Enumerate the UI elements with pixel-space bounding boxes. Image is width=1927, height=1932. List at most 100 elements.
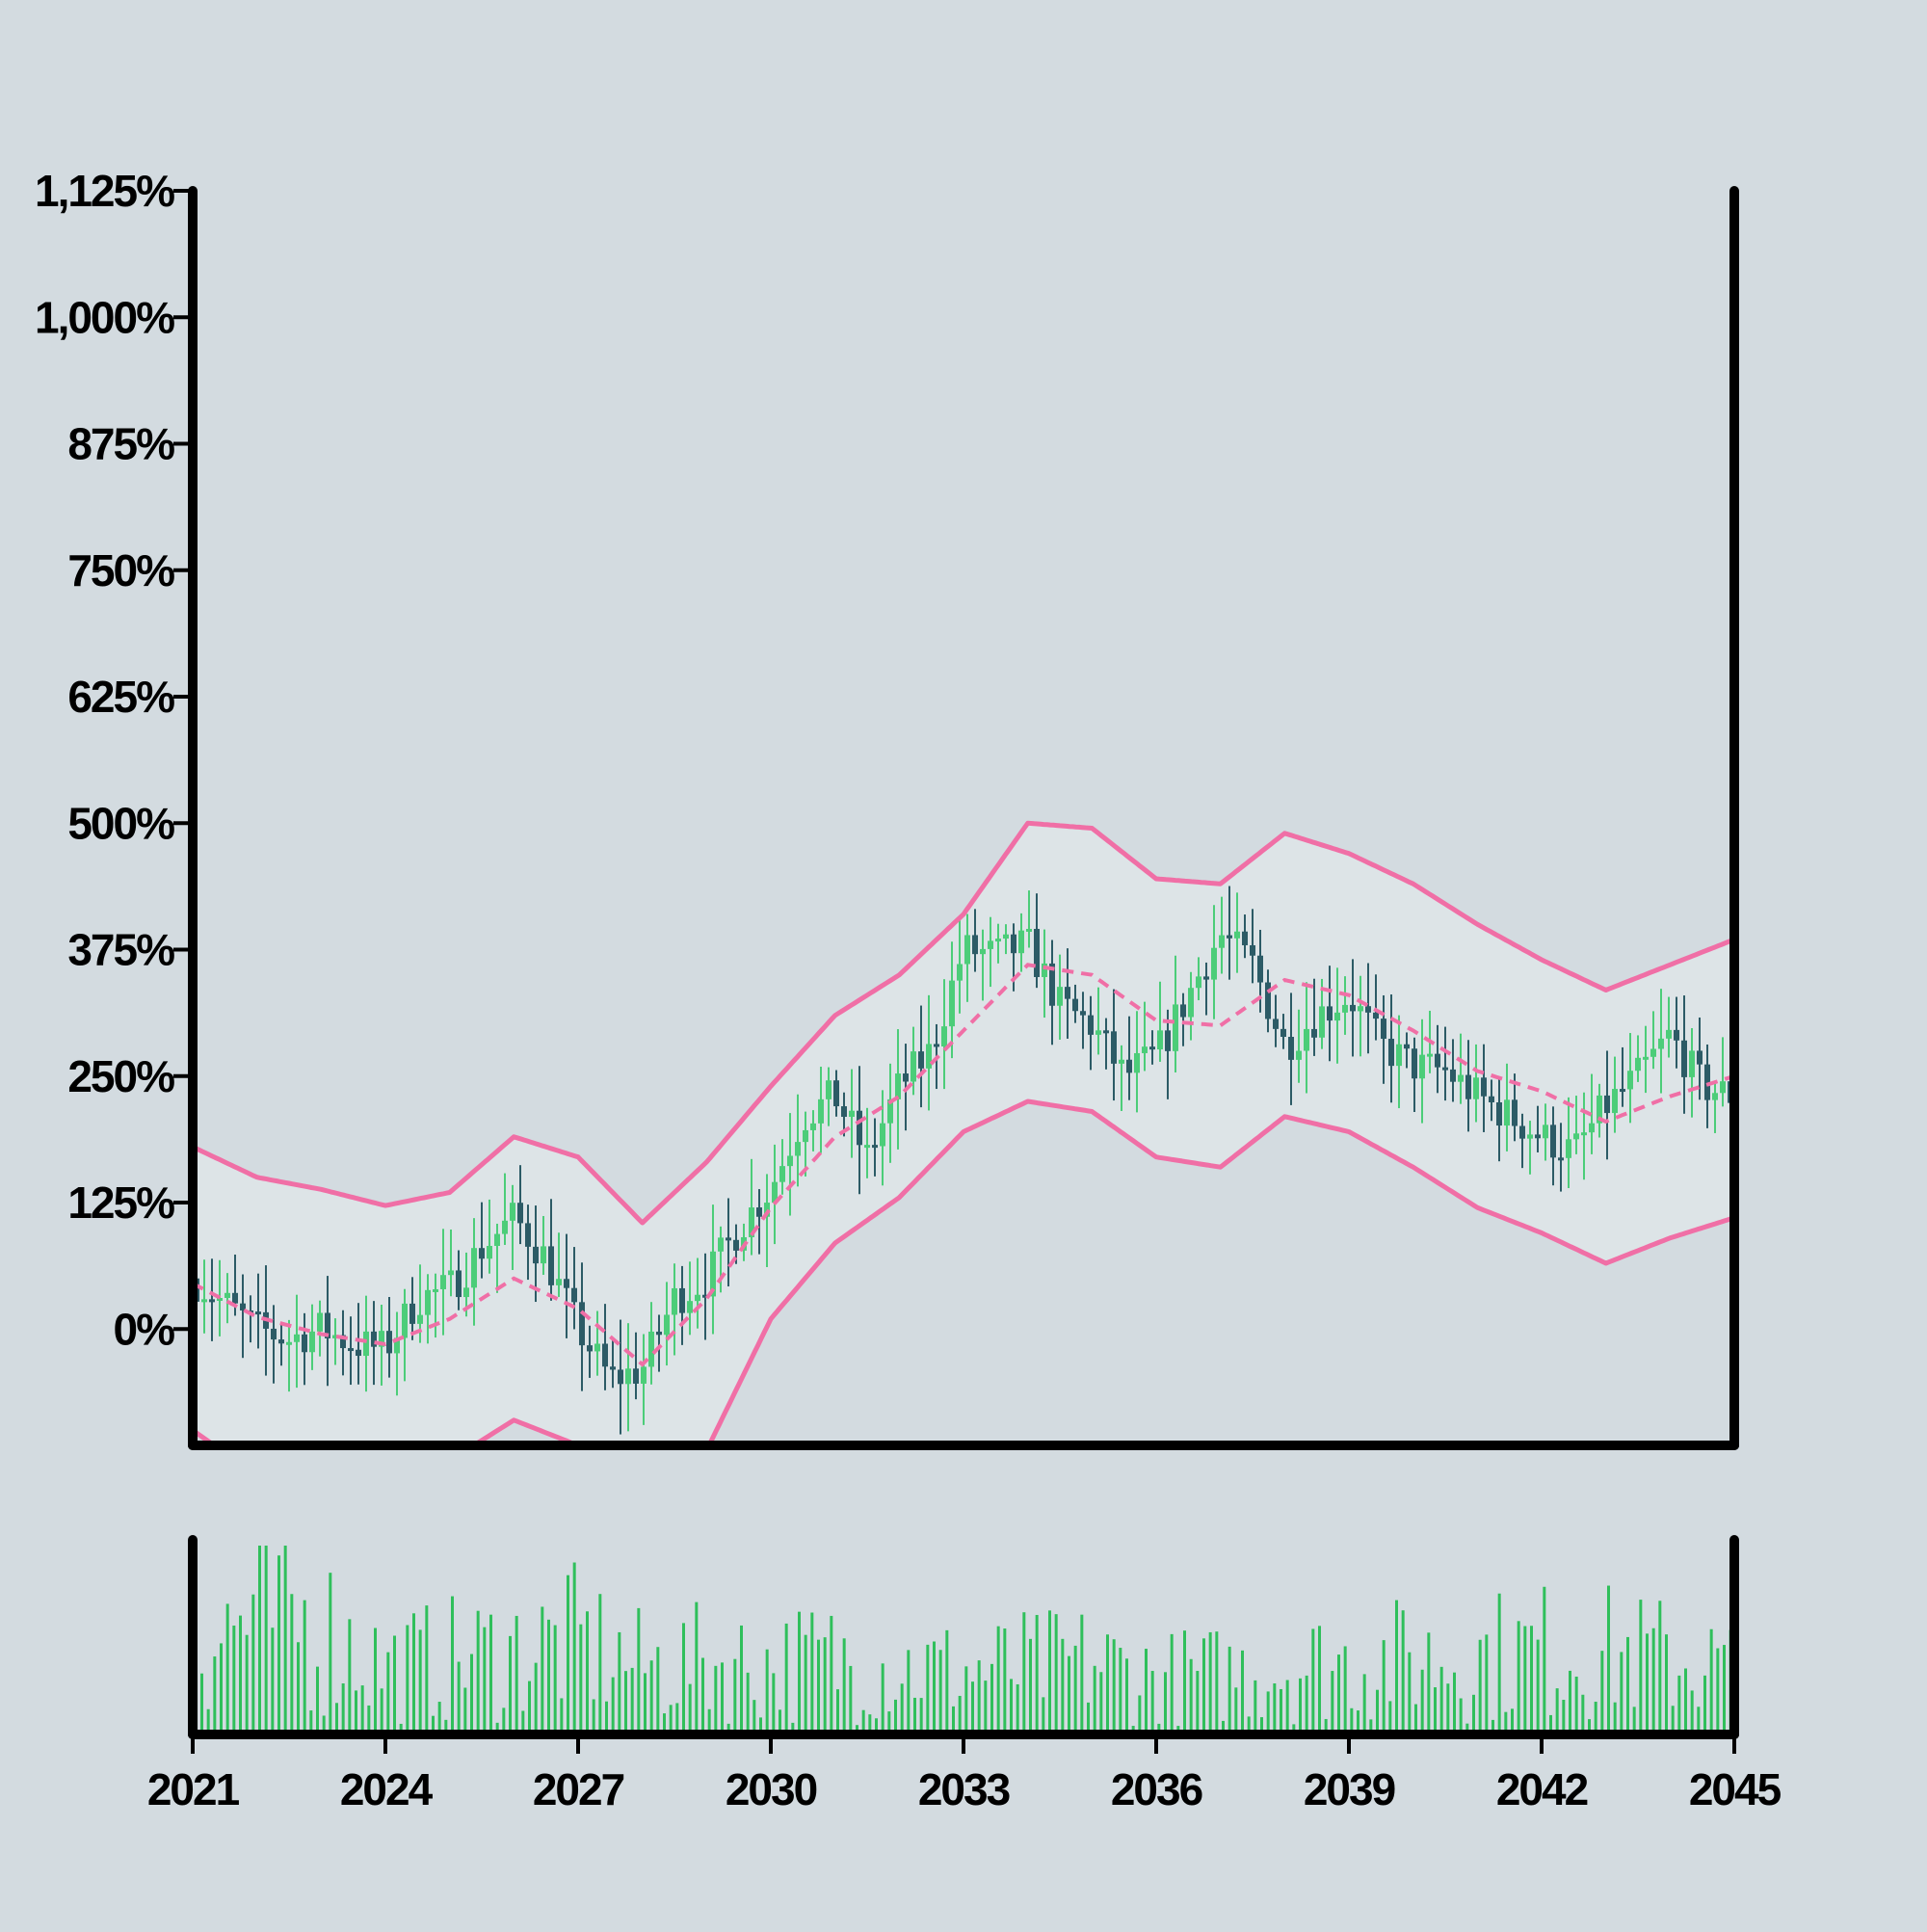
candle-up — [718, 1237, 724, 1252]
volume-bar — [567, 1575, 569, 1734]
volume-bar — [586, 1611, 589, 1734]
volume-bar — [630, 1667, 634, 1734]
candle-up — [1095, 1030, 1101, 1035]
candle-up — [988, 940, 993, 949]
candle-up — [625, 1368, 631, 1385]
candle-down — [1311, 1028, 1317, 1038]
candle-up — [1219, 935, 1225, 948]
volume-bar — [611, 1677, 615, 1734]
candle-up — [1026, 928, 1032, 932]
volume-bar — [444, 1719, 448, 1734]
candle-down — [610, 1366, 616, 1370]
candle-down — [1704, 1064, 1710, 1100]
candle-down — [756, 1207, 762, 1217]
candle-down — [1273, 1019, 1279, 1029]
volume-bar — [1549, 1714, 1552, 1734]
volume-bar — [1234, 1687, 1238, 1734]
candle-up — [641, 1366, 647, 1384]
volume-bar — [1247, 1716, 1251, 1734]
price-panel — [193, 820, 1734, 1445]
candle-down — [1435, 1053, 1440, 1068]
volume-bar — [707, 1708, 711, 1734]
volume-bar — [1003, 1628, 1007, 1734]
candle-down — [348, 1348, 354, 1352]
candle-up — [772, 1181, 778, 1204]
y-tick-label: 0% — [114, 1304, 175, 1354]
x-tick-label: 2030 — [726, 1764, 817, 1814]
candle-up — [911, 1051, 916, 1082]
candle-down — [934, 1044, 939, 1047]
candle-down — [1496, 1102, 1502, 1126]
volume-bar — [1016, 1683, 1019, 1734]
volume-bar — [1651, 1628, 1655, 1734]
candle-up — [425, 1289, 431, 1315]
volume-bar — [849, 1665, 853, 1734]
volume-bar — [283, 1546, 287, 1734]
candle-down — [1550, 1125, 1556, 1158]
volume-bar — [765, 1649, 769, 1734]
candle-down — [618, 1369, 623, 1385]
candle-down — [1388, 1039, 1394, 1067]
middle-band-line — [193, 963, 1734, 1367]
volume-bar — [502, 1707, 506, 1734]
volume-bar — [1125, 1658, 1128, 1734]
candle-down — [525, 1223, 531, 1247]
y-tick-label: 375% — [67, 925, 174, 975]
volume-bar — [990, 1663, 993, 1734]
volume-bar — [1337, 1654, 1340, 1734]
candle-up — [964, 935, 970, 965]
volume-bar — [669, 1705, 673, 1734]
candle-up — [201, 1299, 207, 1303]
volume-bar — [1511, 1708, 1514, 1734]
candle-down — [1620, 1089, 1625, 1093]
volume-bar — [1260, 1717, 1263, 1734]
volume-bar — [1022, 1612, 1026, 1734]
candle-down — [209, 1299, 215, 1303]
candle-up — [895, 1073, 901, 1099]
volume-bar — [721, 1662, 724, 1734]
volume-bar — [1388, 1701, 1392, 1734]
volume-bar — [605, 1701, 608, 1734]
y-tick-label: 125% — [67, 1178, 174, 1228]
candle-down — [1465, 1074, 1471, 1099]
candle-down — [1412, 1048, 1417, 1079]
volume-bar — [1382, 1640, 1386, 1734]
volume-bar — [297, 1642, 300, 1734]
candle-up — [1720, 1081, 1726, 1094]
upper-band-line — [193, 820, 1734, 1226]
candle-up — [795, 1142, 801, 1156]
volume-bar — [1285, 1680, 1289, 1734]
volume-bar — [399, 1723, 403, 1734]
volume-bar — [264, 1546, 268, 1734]
candle-down — [1011, 934, 1016, 954]
volume-bar — [534, 1662, 538, 1734]
volume-bar — [695, 1601, 699, 1734]
volume-bar — [598, 1594, 602, 1734]
candle-down — [1681, 1040, 1687, 1077]
x-tick-label: 2021 — [147, 1764, 240, 1814]
volume-bar — [437, 1702, 441, 1734]
candle-up — [1658, 1038, 1664, 1049]
volume-bar — [1087, 1702, 1090, 1734]
candle-up — [494, 1233, 500, 1246]
candle-up — [1643, 1056, 1649, 1060]
volume-bar — [1709, 1628, 1713, 1734]
volume-bar — [926, 1644, 930, 1734]
y-tick-label: 750% — [67, 545, 174, 595]
candle-down — [340, 1335, 346, 1349]
volume-bar — [341, 1683, 345, 1734]
candle-down — [726, 1237, 731, 1241]
candle-up — [864, 1145, 870, 1149]
x-tick-label: 2039 — [1304, 1764, 1395, 1814]
volume-bar — [1048, 1610, 1051, 1734]
candle-down — [1558, 1157, 1564, 1161]
candle-down — [1489, 1096, 1494, 1103]
volume-bar — [637, 1607, 641, 1734]
candle-down — [564, 1279, 569, 1288]
y-tick-label: 1,125% — [35, 166, 174, 216]
volume-bar — [1478, 1639, 1482, 1734]
volume-bar — [1588, 1719, 1591, 1734]
candle-up — [687, 1301, 693, 1313]
volume-bar — [489, 1614, 492, 1734]
candle-up — [510, 1203, 515, 1221]
